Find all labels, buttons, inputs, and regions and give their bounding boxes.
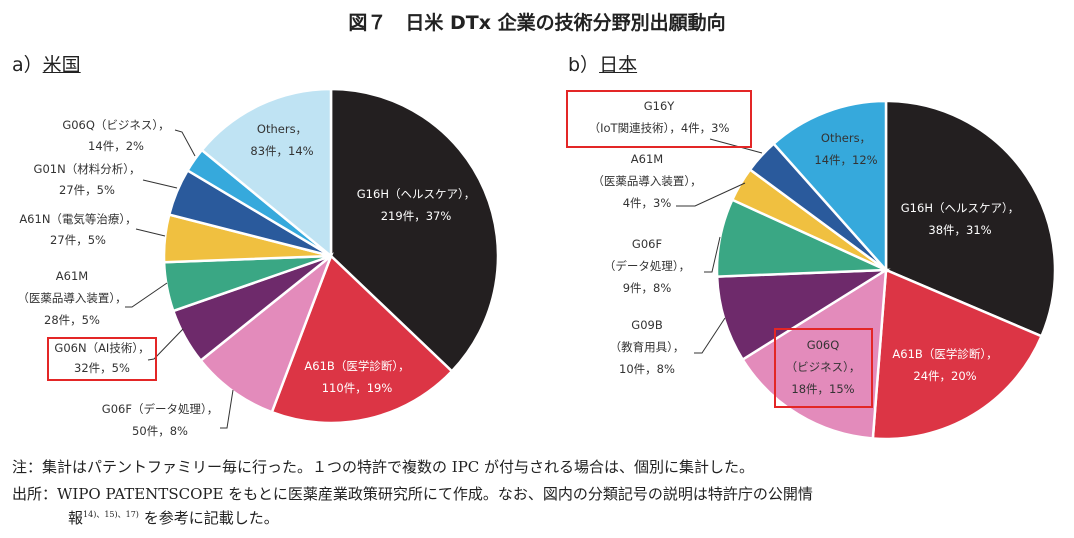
slice-label-us-g01n: G01N（材料分析）， 27件，5% (33, 162, 141, 197)
pie-slice-a61b (270, 253, 454, 425)
subtitle-prefix: a） (12, 54, 43, 76)
slice-label-us-a61n: A61N（電気等治療）， 27件，5% (19, 212, 137, 247)
leader-line (125, 282, 168, 308)
slice-label-us-a61m: A61M （医薬品導入装置）， 28件，5% (17, 269, 127, 327)
slice-label-us-others: Others， 83件，14% (250, 122, 314, 158)
subtitle-prefix: b） (568, 54, 600, 76)
slice-label-us-g06f: G06F（データ処理）， 50件，8% (101, 402, 219, 438)
slice-label-jp-g16y: G16Y （IoT関連技術），4件，3% (588, 99, 730, 135)
figure-title: 図７ 日米 DTx 企業の技術分野別出願動向 (348, 12, 726, 34)
leader-lines (125, 129, 763, 429)
highlight-box-us-g06n (47, 337, 157, 381)
slice-label-jp-g06q: G06Q （ビジネス）， 18件，15% (785, 338, 861, 396)
pie-slice-g06q (740, 267, 888, 440)
slice-label-jp-others: Others， 14件，12% (814, 131, 878, 167)
leader-line (147, 328, 184, 361)
slice-label-us-a61b: A61B（医学診断）， 110件，19% (304, 359, 410, 395)
pie-slice-a61b (871, 268, 1044, 441)
subtitle-us: a）米国 (12, 50, 81, 77)
source-text: 出所：WIPO PATENTSCOPE をもとに医薬産業政策研究所にて作成。なお… (12, 485, 813, 503)
slice-label-jp-a61m: A61M （医薬品導入装置）， 4件，3% (592, 152, 702, 210)
highlight-box-jp-g16y (566, 90, 752, 148)
pie-slice-g16h (884, 99, 1057, 338)
slice-label-jp-g16h: G16H（ヘルスケア）， 38件，31% (900, 201, 1020, 237)
subtitle-jp: b）日本 (568, 50, 637, 77)
leader-line (220, 389, 234, 429)
leader-line (142, 179, 178, 189)
leader-line (704, 236, 721, 273)
leader-line (694, 317, 726, 354)
leader-line (174, 129, 196, 157)
note-text: 注：集計はパテントファミリー毎に行った。１つの特許で複数の IPC が付与される… (12, 458, 755, 476)
slice-label-us-g16h: G16H（ヘルスケア）， 219件，37% (356, 187, 476, 223)
highlight-box-jp-g06q (774, 328, 873, 408)
subtitle-text: 日本 (599, 54, 638, 76)
pie-slice-others (771, 99, 888, 274)
slice-label-us-g06q: G06Q（ビジネス）， 14件，2% (62, 118, 170, 153)
source-text-cont: 報14)、15)、17) を参考に記載した。 (68, 509, 279, 527)
pie-slice-g16h (329, 87, 500, 373)
slice-label-jp-g06f: G06F （データ処理）， 9件，8% (603, 237, 691, 295)
slice-label-jp-a61b: A61B（医学診断）， 24件，20% (892, 347, 998, 383)
subtitle-text: 米国 (42, 54, 81, 76)
pie-slice-g09b (715, 268, 891, 362)
leader-line (135, 228, 166, 237)
pie-slice-others (200, 87, 333, 259)
slice-label-jp-g09b: G09B （教育用具）， 10件，8% (609, 318, 685, 376)
slice-label-us-g06n: G06N（AI技術）， 32件，5% (54, 341, 150, 375)
leader-line (676, 182, 746, 207)
